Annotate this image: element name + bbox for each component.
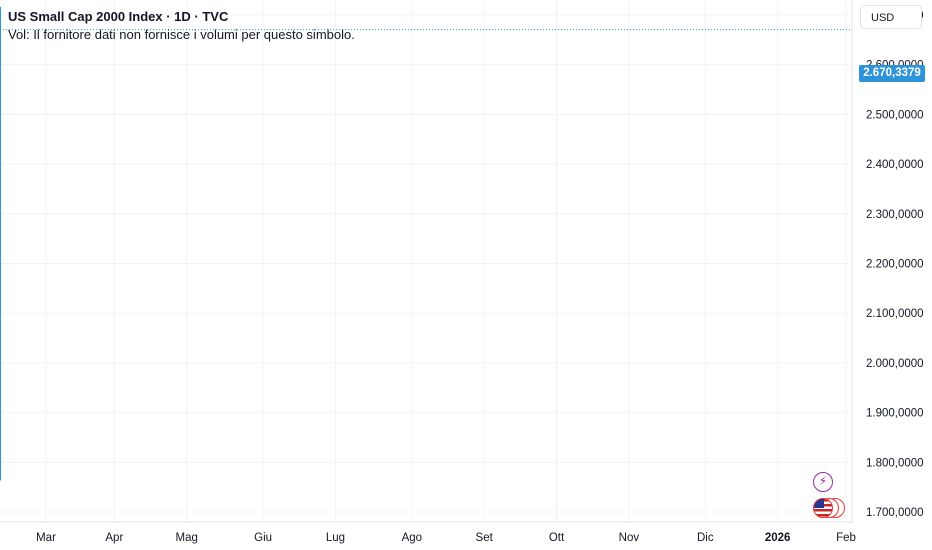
time-tick-label: Apr [105, 532, 123, 544]
currency-button[interactable]: USD [860, 5, 922, 29]
chart-grid [0, 0, 852, 522]
price-tick-label: 2.300,0000 [866, 209, 924, 221]
volume-note: Vol: Il fornitore dati non fornisce i vo… [8, 27, 355, 42]
lightning-icon[interactable]: ⚡ [813, 472, 833, 492]
time-tick-label: Set [476, 532, 494, 544]
time-tick-label: Feb [836, 532, 856, 544]
price-tick-label: 2.100,0000 [866, 308, 924, 320]
price-tick-label: 1.900,0000 [866, 408, 924, 420]
time-tick-label: 2026 [765, 532, 791, 544]
price-tick-label: 2.500,0000 [866, 109, 924, 121]
time-tick-label: Nov [619, 532, 640, 544]
us-flag-icon[interactable] [813, 498, 833, 518]
price-tick-label: 1.700,0000 [866, 507, 924, 519]
time-tick-label: Mar [36, 532, 56, 544]
time-tick-label: Ago [402, 532, 422, 544]
time-tick-label: Ott [549, 532, 565, 544]
time-axis: Mar Apr Mag Giu Lug Ago Set Ott Nov Dic 2026 Feb [36, 532, 856, 544]
time-tick-label: Giu [254, 532, 272, 544]
symbol-title: US Small Cap 2000 Index · 1D · TVC [8, 9, 229, 24]
price-axis: 1.700,0000 1.800,0000 1.900,0000 2.000,0000… [866, 10, 924, 519]
time-tick-label: Lug [326, 532, 345, 544]
price-tick-label: 1.800,0000 [866, 457, 924, 469]
price-tick-label: 2.400,0000 [866, 159, 924, 171]
time-tick-label: Dic [697, 532, 714, 544]
time-tick-label: Mag [176, 532, 198, 544]
price-tick-label: 2.200,0000 [866, 258, 924, 270]
price-tick-label: 2.000,0000 [866, 358, 924, 370]
dividend-markers[interactable] [813, 498, 853, 520]
last-price-badge: 2.670,3379 [859, 65, 925, 82]
